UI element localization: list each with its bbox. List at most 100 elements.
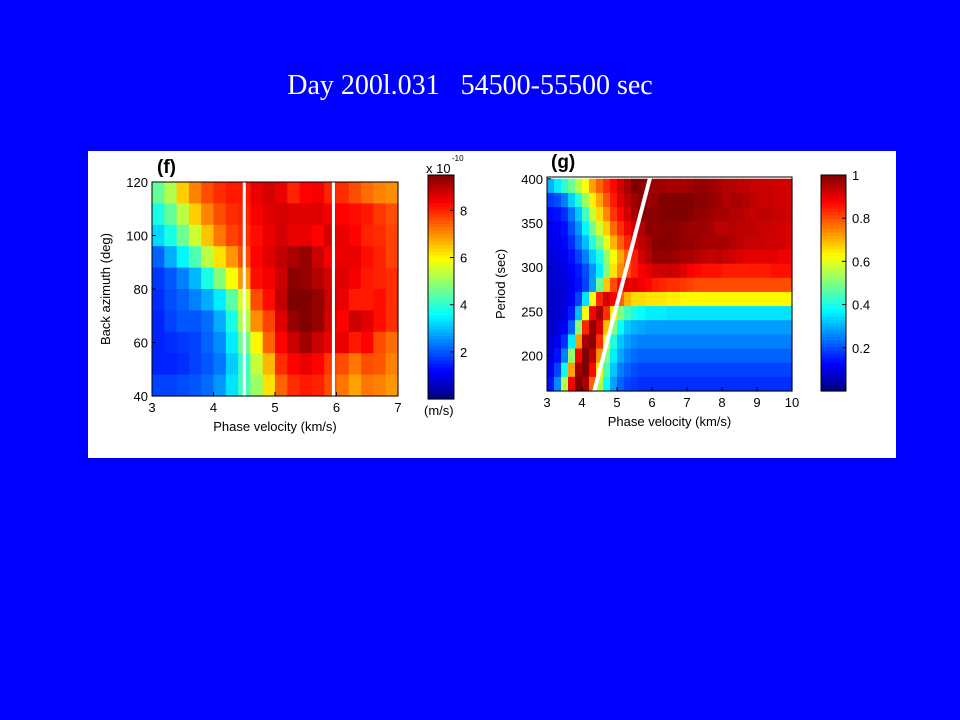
colorbar-segment bbox=[821, 191, 846, 196]
heatmap-cell bbox=[617, 291, 625, 307]
heatmap-cell bbox=[750, 334, 758, 350]
heatmap-cell bbox=[659, 263, 667, 279]
colorbar-segment bbox=[821, 266, 846, 271]
colorbar-segment bbox=[821, 350, 846, 355]
heatmap-cell bbox=[743, 207, 751, 222]
colorbar-segment bbox=[428, 252, 454, 257]
heatmap-cell bbox=[645, 376, 653, 392]
heatmap-cell bbox=[164, 310, 178, 333]
heatmap-cell bbox=[299, 310, 313, 333]
heatmap-cell bbox=[336, 203, 350, 226]
heatmap-cell bbox=[568, 291, 576, 307]
heatmap-cell bbox=[645, 192, 653, 208]
colorbar-segment bbox=[428, 238, 454, 243]
colorbar-segment bbox=[821, 357, 846, 362]
heatmap-cell bbox=[631, 334, 639, 350]
heatmap-cell bbox=[673, 249, 681, 265]
heatmap-cell bbox=[701, 207, 709, 222]
colorbar-segment bbox=[428, 332, 454, 337]
heatmap-cell bbox=[225, 246, 239, 269]
heatmap-cell bbox=[176, 289, 190, 311]
heatmap-cell bbox=[610, 249, 618, 265]
heatmap-cell bbox=[596, 277, 604, 293]
heatmap-cell bbox=[164, 331, 178, 354]
heatmap-cell bbox=[708, 320, 716, 336]
colorbar-segment bbox=[428, 234, 454, 239]
heatmap-cell bbox=[729, 192, 737, 208]
colorbar-segment bbox=[821, 245, 846, 250]
heatmap-cell bbox=[385, 224, 399, 247]
heatmap-cell bbox=[262, 182, 276, 204]
colorbar-segment bbox=[428, 210, 454, 215]
heatmap-cell bbox=[757, 334, 765, 350]
heatmap-cell bbox=[603, 376, 611, 392]
heatmap-cell bbox=[666, 221, 674, 236]
heatmap-cell bbox=[624, 192, 632, 208]
heatmap-cell bbox=[596, 263, 604, 279]
heatmap-cell bbox=[547, 192, 555, 208]
heatmap-cell bbox=[771, 376, 779, 392]
heatmap-cell bbox=[575, 277, 583, 293]
heatmap-cell bbox=[736, 263, 744, 279]
heatmap-cell bbox=[785, 362, 793, 378]
heatmap-cell bbox=[176, 246, 190, 269]
heatmap-cell bbox=[722, 334, 730, 350]
heatmap-cell bbox=[361, 310, 374, 333]
heatmap-cell bbox=[687, 291, 695, 307]
heatmap-cell bbox=[225, 310, 239, 333]
x-axis-label: Phase velocity (km/s) bbox=[608, 414, 732, 429]
colorbar-segment bbox=[821, 377, 846, 382]
heatmap-cell bbox=[610, 192, 618, 208]
y-tick-label: 350 bbox=[521, 216, 543, 231]
colorbar-segment bbox=[821, 367, 846, 372]
heatmap-cell bbox=[680, 348, 688, 364]
heatmap-cell bbox=[652, 249, 660, 265]
heatmap-cell bbox=[582, 249, 590, 265]
heatmap-cell bbox=[262, 246, 276, 269]
heatmap-cell bbox=[373, 224, 387, 247]
colorbar-segment bbox=[428, 266, 454, 271]
heatmap-cell bbox=[652, 376, 660, 392]
heatmap-cell bbox=[673, 192, 681, 208]
heatmap-cell bbox=[736, 249, 744, 265]
heatmap-cell bbox=[152, 353, 165, 376]
heatmap-cell bbox=[764, 221, 772, 236]
heatmap-cell bbox=[785, 263, 793, 279]
heatmap-cell bbox=[568, 376, 576, 392]
colorbar-segment bbox=[428, 185, 454, 190]
heatmap-cell bbox=[687, 334, 695, 350]
heatmap-cell bbox=[785, 207, 793, 222]
heatmap-cell bbox=[778, 334, 786, 350]
heatmap-cell bbox=[764, 235, 772, 251]
colorbar-segment bbox=[428, 336, 454, 341]
heatmap-cell bbox=[778, 178, 786, 194]
heatmap-cell bbox=[736, 207, 744, 222]
heatmap-cell bbox=[275, 331, 288, 354]
heatmap-cell bbox=[299, 203, 313, 226]
heatmap-cell bbox=[568, 249, 576, 265]
colorbar-segment bbox=[428, 287, 454, 292]
heatmap-cell bbox=[554, 291, 562, 307]
heatmap-cell bbox=[225, 353, 239, 376]
heatmap-cell bbox=[729, 320, 737, 336]
heatmap-cell bbox=[778, 362, 786, 378]
colorbar-segment bbox=[428, 248, 454, 253]
heatmap-cell bbox=[561, 192, 569, 208]
heatmap-cell bbox=[262, 289, 276, 311]
x-tick-label: 3 bbox=[543, 395, 550, 410]
heatmap-cell bbox=[659, 348, 667, 364]
heatmap-cell bbox=[575, 334, 583, 350]
colorbar-segment bbox=[821, 320, 846, 325]
heatmap-cell bbox=[287, 182, 301, 204]
heatmap-cell bbox=[373, 374, 387, 397]
heatmap-cell bbox=[652, 334, 660, 350]
heatmap-cell bbox=[561, 249, 569, 265]
heatmap-cell bbox=[638, 306, 646, 321]
heatmap-cell bbox=[287, 310, 301, 333]
heatmap-cell bbox=[373, 267, 387, 290]
heatmap-cell bbox=[715, 249, 723, 265]
colorbar-segment bbox=[821, 316, 846, 321]
heatmap-cell bbox=[250, 289, 264, 311]
heatmap-cell bbox=[561, 306, 569, 321]
colorbar-segment bbox=[821, 235, 846, 240]
